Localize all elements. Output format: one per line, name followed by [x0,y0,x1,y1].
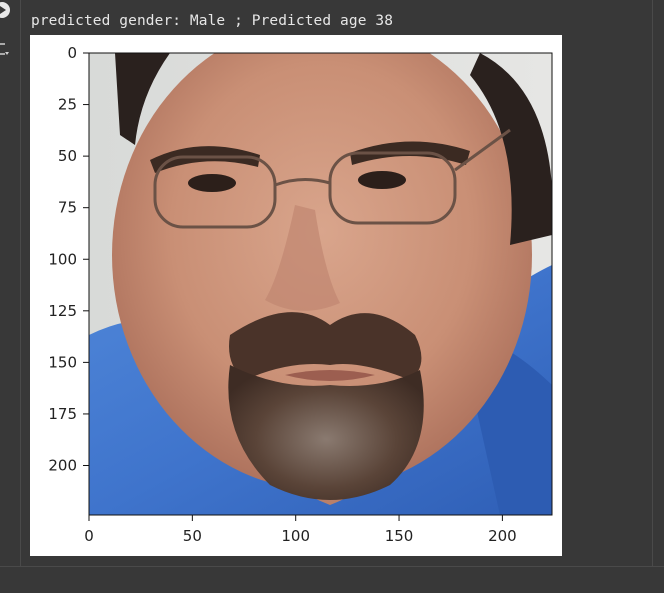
x-tick-label: 0 [84,527,94,545]
y-tick-label: 50 [58,147,77,165]
output-actions-icon[interactable] [0,41,11,59]
x-tick-label: 200 [488,527,517,545]
prediction-output-text: predicted gender: Male ; Predicted age 3… [31,13,394,29]
matplotlib-figure: 0 25 50 75 100 125 150 175 200 0 50 100 150 200 [30,35,562,556]
x-tick-label: 100 [281,527,310,545]
y-tick-label: 175 [48,405,77,423]
image-plot: 0 25 50 75 100 125 150 175 200 0 50 100 150 200 [48,44,553,545]
cell-gutter [0,0,20,566]
y-tick-label: 75 [58,199,77,217]
y-tick-label: 0 [67,44,77,62]
x-tick-label: 150 [385,527,414,545]
y-tick-label: 200 [48,457,77,475]
cell-right-border [652,0,653,566]
run-cell-button[interactable] [0,2,10,18]
play-icon [0,6,6,14]
axes-frame [88,52,553,516]
y-axis: 0 25 50 75 100 125 150 175 200 [48,44,89,475]
y-tick-label: 150 [48,353,77,371]
x-tick-label: 50 [183,527,202,545]
y-tick-label: 100 [48,250,77,268]
cell-bottom-border [0,566,664,567]
x-axis: 0 50 100 150 200 [84,515,517,545]
y-tick-label: 125 [48,302,77,320]
face-image [89,53,552,515]
gutter-divider [20,0,21,566]
y-tick-label: 25 [58,96,77,114]
